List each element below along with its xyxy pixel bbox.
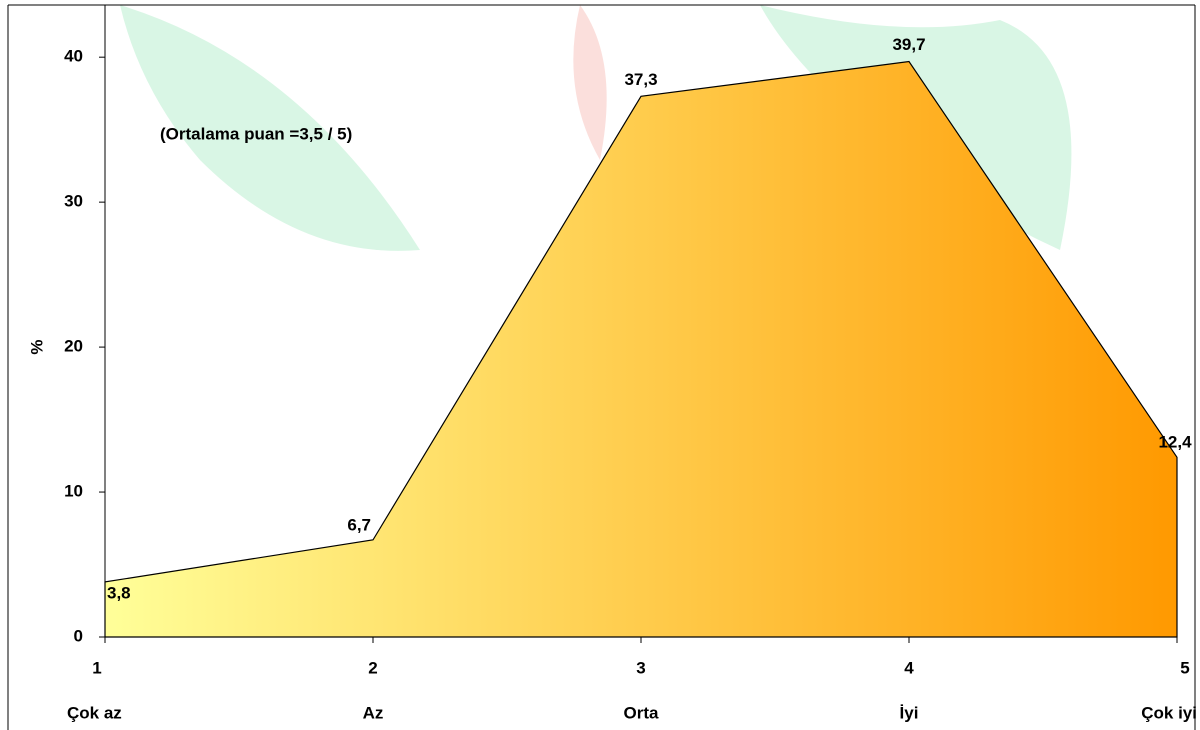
x-tick-label: 3 bbox=[636, 658, 645, 677]
y-tick-label: 30 bbox=[64, 192, 83, 211]
x-tick-label: 4 bbox=[904, 658, 914, 677]
y-axis-label: % bbox=[27, 339, 46, 354]
value-label: 12,4 bbox=[1158, 433, 1192, 452]
x-tick-label: 2 bbox=[368, 658, 377, 677]
value-label: 37,3 bbox=[624, 70, 657, 89]
category-label: Az bbox=[363, 703, 384, 722]
category-label: Çok az bbox=[67, 703, 122, 722]
y-tick-label: 0 bbox=[74, 626, 83, 645]
x-tick-label: 5 bbox=[1180, 658, 1189, 677]
value-label: 39,7 bbox=[892, 35, 925, 54]
category-label: Orta bbox=[624, 703, 660, 722]
x-tick-label: 1 bbox=[92, 658, 101, 677]
area bbox=[104, 60, 1178, 638]
category-label: Çok iyi bbox=[1141, 703, 1197, 722]
value-label: 3,8 bbox=[107, 583, 131, 602]
value-label: 6,7 bbox=[347, 515, 371, 534]
category-label: İyi bbox=[900, 703, 919, 722]
annotation: (Ortalama puan =3,5 / 5) bbox=[160, 124, 352, 143]
y-tick-label: 10 bbox=[64, 482, 83, 501]
y-tick-label: 40 bbox=[64, 47, 83, 66]
y-tick-label: 20 bbox=[64, 337, 83, 356]
